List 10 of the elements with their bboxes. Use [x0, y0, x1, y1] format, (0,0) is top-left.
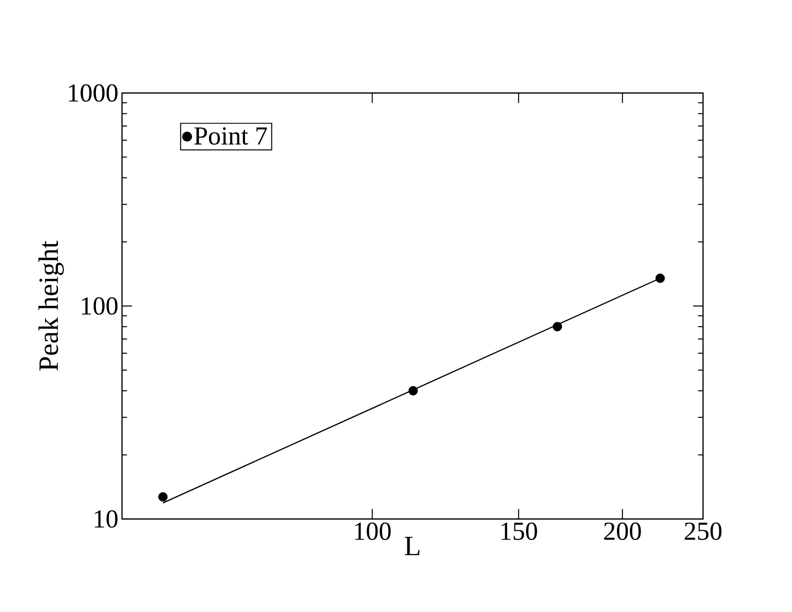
x-tick-label: 250 [684, 522, 722, 540]
x-tick-label: 100 [355, 522, 391, 540]
x-tick-label: 200 [604, 522, 641, 540]
y-tick-label: 10 [94, 510, 118, 528]
y-tick-label: 1000 [68, 84, 118, 102]
x-axis-title: L [404, 536, 420, 556]
y-axis-title: Peak height [38, 240, 64, 371]
legend-label: Point 7 [194, 127, 267, 145]
x-tick-label: 150 [501, 522, 538, 540]
y-tick-label: 100 [82, 297, 118, 315]
